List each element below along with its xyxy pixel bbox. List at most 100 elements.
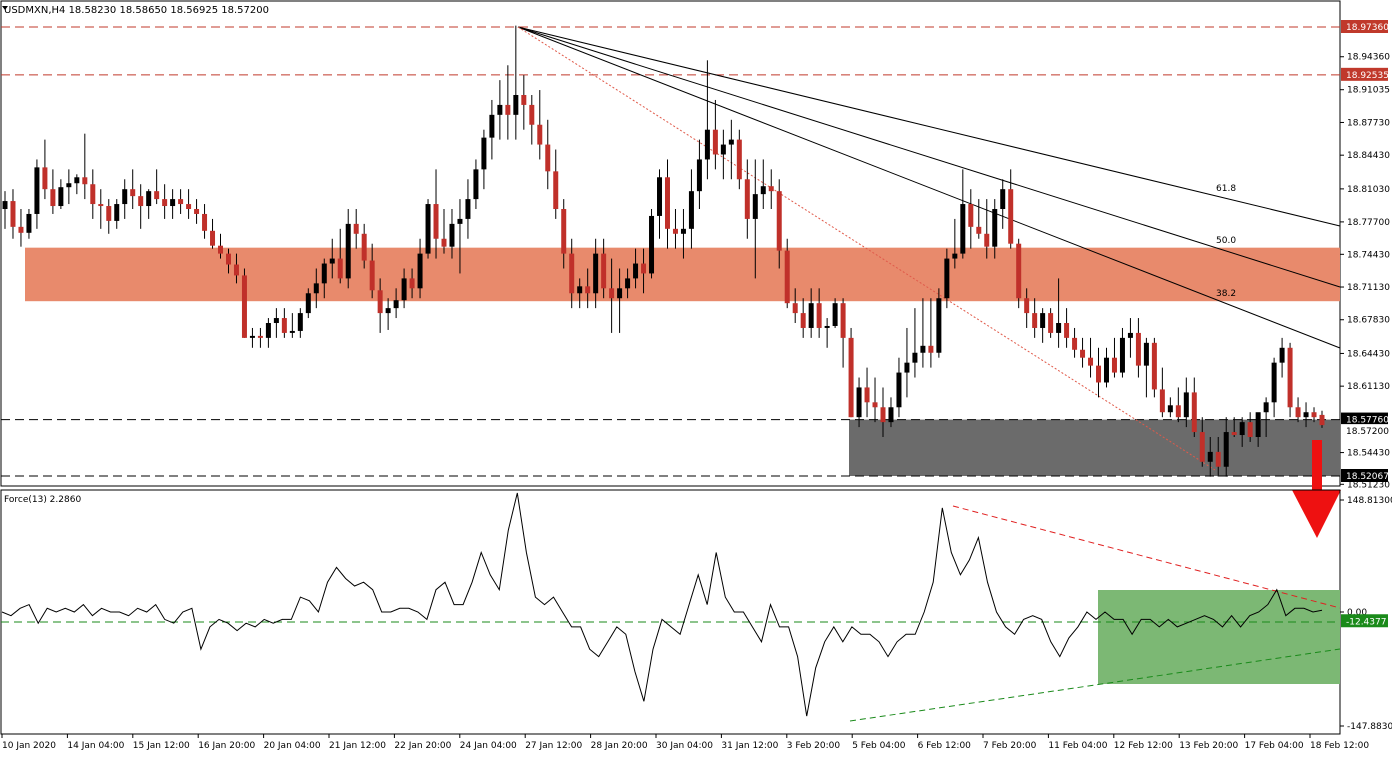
candle-body [257, 335, 263, 338]
candle-body [369, 260, 375, 291]
force-tick-label: 148.81300 [1347, 496, 1392, 506]
time-axis: 10 Jan 2020 14 Jan 04:00 15 Jan 12:00 16 Ja… [1, 734, 1369, 751]
candle-body [18, 226, 24, 233]
candle-body [912, 352, 918, 363]
time-tick-label: 17 Feb 04:00 [1245, 741, 1304, 751]
candle-body [672, 228, 678, 234]
candle-body [377, 290, 383, 314]
candle-body [1263, 402, 1269, 413]
candle-body [537, 124, 543, 145]
time-tick-label: 24 Jan 04:00 [460, 741, 517, 751]
price-panel-frame [0, 0, 1341, 487]
candle-body [433, 204, 439, 239]
chart-title: USDMXN,H4 18.58230 18.58650 18.56925 18.… [4, 5, 269, 16]
candle-body [992, 209, 998, 247]
candle-body [513, 95, 519, 115]
candle-body [473, 169, 479, 200]
candle-body [1303, 412, 1309, 418]
candle-body [936, 298, 942, 353]
candle-body [50, 189, 56, 207]
time-tick-label: 12 Feb 12:00 [1114, 741, 1173, 751]
candle-body [920, 345, 926, 353]
time-tick-label: 14 Jan 04:00 [67, 741, 124, 751]
candle-body [569, 253, 575, 294]
candle-body [289, 330, 295, 333]
candle-body [609, 288, 615, 299]
force-tick-label: 0.00 [1347, 608, 1367, 618]
candle-body [114, 204, 120, 221]
candle-body [896, 372, 902, 408]
candle-body [617, 288, 623, 299]
candle-body [1088, 357, 1094, 366]
time-tick-label: 7 Feb 20:00 [983, 741, 1037, 751]
candle-body [162, 199, 168, 207]
candle-body [441, 238, 447, 247]
fib-fan-line-61-8 [517, 26, 1341, 227]
candle-body [904, 362, 910, 373]
candle-body [1064, 323, 1070, 338]
current-price-label: 18.57200 [1346, 427, 1389, 437]
candle-body [944, 258, 950, 299]
candle-body [1191, 392, 1197, 433]
price-tick-label: 18.51230 [1347, 480, 1390, 490]
price-tick-label: 18.77700 [1347, 218, 1390, 228]
candle-body [960, 204, 966, 254]
candle-body [1199, 432, 1205, 462]
candle-body [170, 199, 176, 207]
candle-body [1279, 347, 1285, 363]
candle-body [633, 263, 639, 279]
force-level-badge-bg [1341, 614, 1388, 628]
candle-body [281, 318, 287, 333]
candle-body [688, 191, 694, 229]
time-tick-label: 18 Feb 12:00 [1310, 741, 1369, 751]
fib-fan-line-38-2 [517, 26, 1341, 349]
candle-body [1072, 337, 1078, 350]
candle-body [481, 137, 487, 170]
time-tick-label: 5 Feb 04:00 [852, 741, 906, 751]
price-panel: 61.8 50.0 38.2 USDMXN,H4 18.58230 18.586… [0, 0, 1341, 538]
candle-body [657, 177, 663, 216]
candle-body [42, 167, 48, 190]
time-tick-label: 6 Feb 12:00 [918, 741, 972, 751]
candle-body [1032, 313, 1038, 328]
candle-body [1119, 337, 1125, 373]
candle-body [297, 313, 303, 331]
candle-body [832, 303, 838, 326]
candle-body [106, 206, 112, 221]
time-tick-label: 30 Jan 04:00 [656, 741, 713, 751]
price-tick-label: 18.67830 [1347, 316, 1390, 326]
candle-body [74, 177, 80, 184]
fibonacci-fan-lines [517, 26, 1341, 471]
candle-body [1111, 357, 1117, 373]
fib-label-50-0: 50.0 [1216, 236, 1236, 246]
candle-body [553, 171, 559, 210]
candle-body [1151, 342, 1157, 390]
candle-body [82, 177, 88, 185]
candle-body [952, 253, 958, 259]
candle-body [122, 189, 128, 205]
candle-body [449, 223, 455, 247]
candle-body [792, 303, 798, 314]
price-tick-label: 18.64430 [1347, 349, 1390, 359]
candle-body [824, 325, 830, 328]
candle-body [1143, 342, 1149, 366]
time-tick-label: 15 Jan 12:00 [133, 741, 190, 751]
candle-body [1295, 407, 1301, 418]
time-tick-label: 28 Jan 20:00 [591, 741, 648, 751]
candle-body [225, 253, 231, 265]
candle-body [1167, 405, 1173, 413]
candle-body [1080, 349, 1086, 358]
candle-body [593, 253, 599, 294]
candle-body [561, 209, 567, 254]
candle-body [1255, 412, 1261, 438]
candlesticks [2, 25, 1325, 477]
candle-body [1056, 323, 1062, 333]
level-badge-0-bg [1341, 20, 1388, 33]
force-index-line [1, 492, 1323, 717]
candle-body [505, 104, 511, 115]
candle-body [345, 223, 351, 279]
candle-body [202, 213, 208, 231]
level-badge-1-bg [1341, 67, 1388, 81]
candle-body [1319, 414, 1325, 426]
candle-body [1223, 432, 1229, 467]
